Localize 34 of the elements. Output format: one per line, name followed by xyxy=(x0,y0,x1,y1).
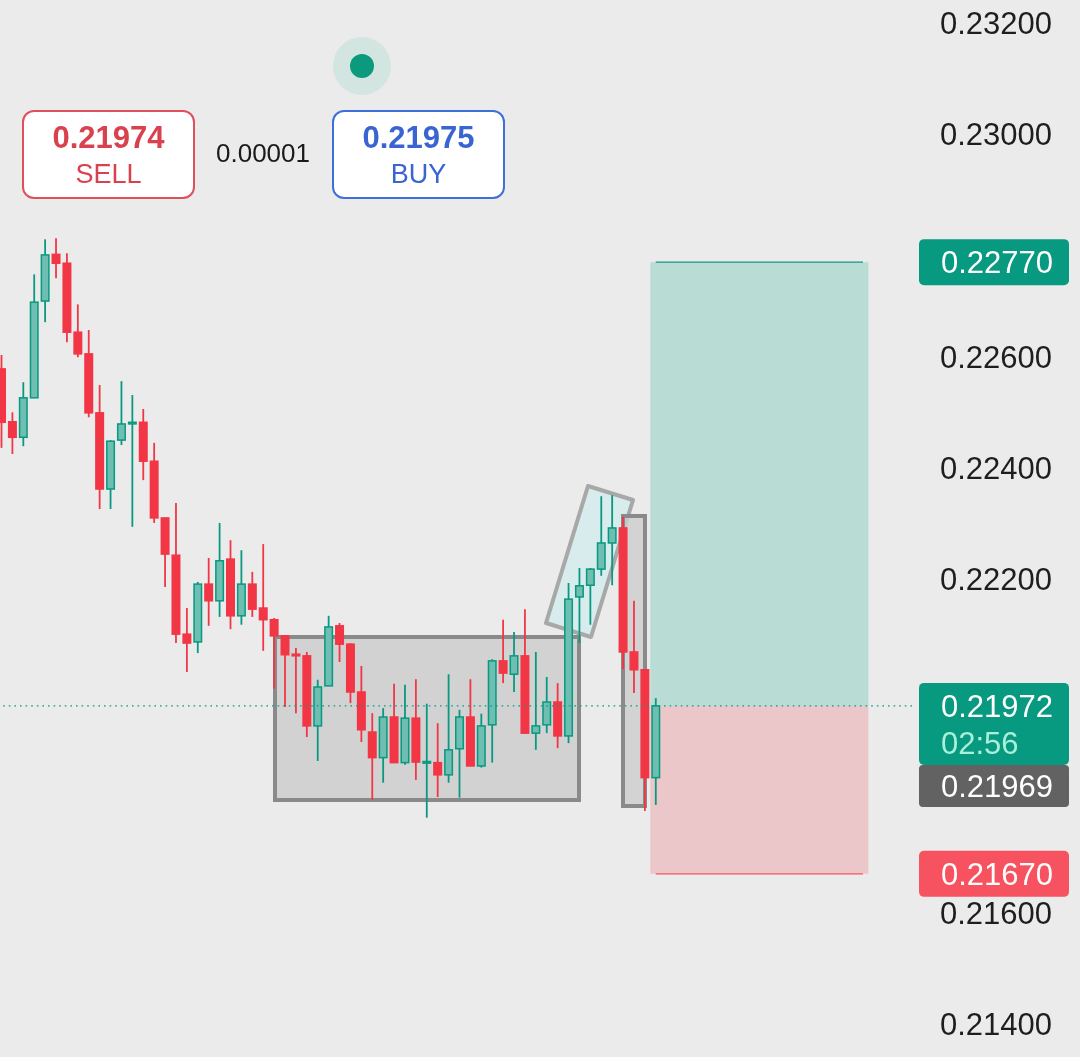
ref-line-label: 0.21972 xyxy=(941,689,1054,725)
candlestick xyxy=(607,494,617,587)
candlestick xyxy=(585,567,595,626)
y-tick-label: 0.23000 xyxy=(940,117,1053,153)
candlestick xyxy=(509,631,519,693)
buy-button: 0.21975 BUY xyxy=(332,110,505,199)
y-tick-label: 0.22600 xyxy=(940,339,1053,375)
candlestick xyxy=(574,567,584,644)
y-tick-label: 0.21600 xyxy=(940,895,1053,931)
candlestick xyxy=(433,722,443,799)
annotation: 0.21974 xyxy=(51,120,166,155)
sell-button: 0.21974 SELL xyxy=(22,110,195,199)
text: 0.21969 xyxy=(941,769,1054,805)
ref-line-label: 0.21670 xyxy=(941,857,1054,893)
text: 02:56 xyxy=(941,726,1019,762)
y-tick-label: 0.22200 xyxy=(940,562,1053,598)
candlestick xyxy=(73,303,83,359)
candlestick xyxy=(269,617,279,690)
annotation: 0.21975 xyxy=(361,120,476,155)
annotation: BUY xyxy=(389,158,448,191)
candlestick xyxy=(127,394,137,528)
candlestick xyxy=(258,543,268,652)
candlestick xyxy=(204,557,214,627)
candlestick xyxy=(335,622,345,663)
y-tick-label: 0.21400 xyxy=(940,1007,1053,1043)
annotation: SELL xyxy=(74,158,143,191)
y-tick-label: 0.23200 xyxy=(940,6,1053,42)
candlestick xyxy=(116,380,126,446)
ref-line-label: 0.22770 xyxy=(941,245,1054,281)
candlestick xyxy=(7,411,17,455)
y-tick-label: 0.22400 xyxy=(940,451,1053,487)
candlestick xyxy=(182,607,192,673)
candlestick xyxy=(498,618,508,684)
annotation: 0.00001 xyxy=(216,137,310,170)
